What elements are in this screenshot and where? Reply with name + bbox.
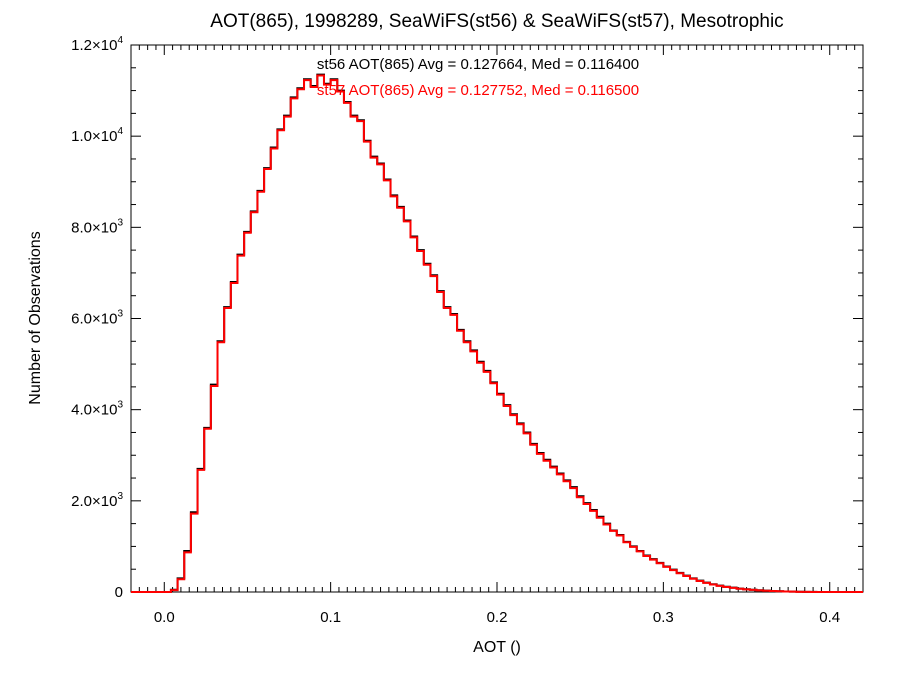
series-st57-line — [131, 74, 863, 593]
y-tick-label: 4.0×103 — [71, 400, 123, 419]
y-axis-label: Number of Observations — [27, 231, 44, 404]
x-tick-label: 0.4 — [819, 609, 840, 626]
y-tick-label: 1.0×104 — [71, 126, 123, 145]
x-tick-label: 0.3 — [653, 609, 674, 626]
series-st57-stats: st57 AOT(865) Avg = 0.127752, Med = 0.11… — [317, 82, 639, 99]
y-tick-label: 1.2×104 — [71, 35, 123, 54]
y-tick-label: 8.0×103 — [71, 217, 123, 236]
plot-frame — [130, 44, 864, 593]
x-tick-label: 0.2 — [487, 609, 508, 626]
y-tick-label: 2.0×103 — [71, 491, 123, 510]
series-layer — [131, 73, 863, 593]
x-tick-label: 0.1 — [320, 609, 341, 626]
x-axis-ticks: 0.0 0.1 0.2 0.3 0.4 — [130, 45, 864, 626]
chart-title: AOT(865), 1998289, SeaWiFS(st56) & SeaWi… — [210, 11, 783, 32]
y-tick-label: 6.0×103 — [71, 309, 123, 328]
y-axis-ticks: 0 2.0×103 4.0×103 6.0×103 8.0×103 1.0×104 1.2×… — [71, 35, 863, 601]
x-axis-label: AOT () — [473, 639, 521, 656]
x-tick-label: 0.0 — [154, 609, 175, 626]
series-st56-line — [131, 73, 863, 593]
y-tick-label: 0 — [115, 584, 123, 601]
series-st56-stats: st56 AOT(865) Avg = 0.127664, Med = 0.11… — [317, 56, 639, 73]
